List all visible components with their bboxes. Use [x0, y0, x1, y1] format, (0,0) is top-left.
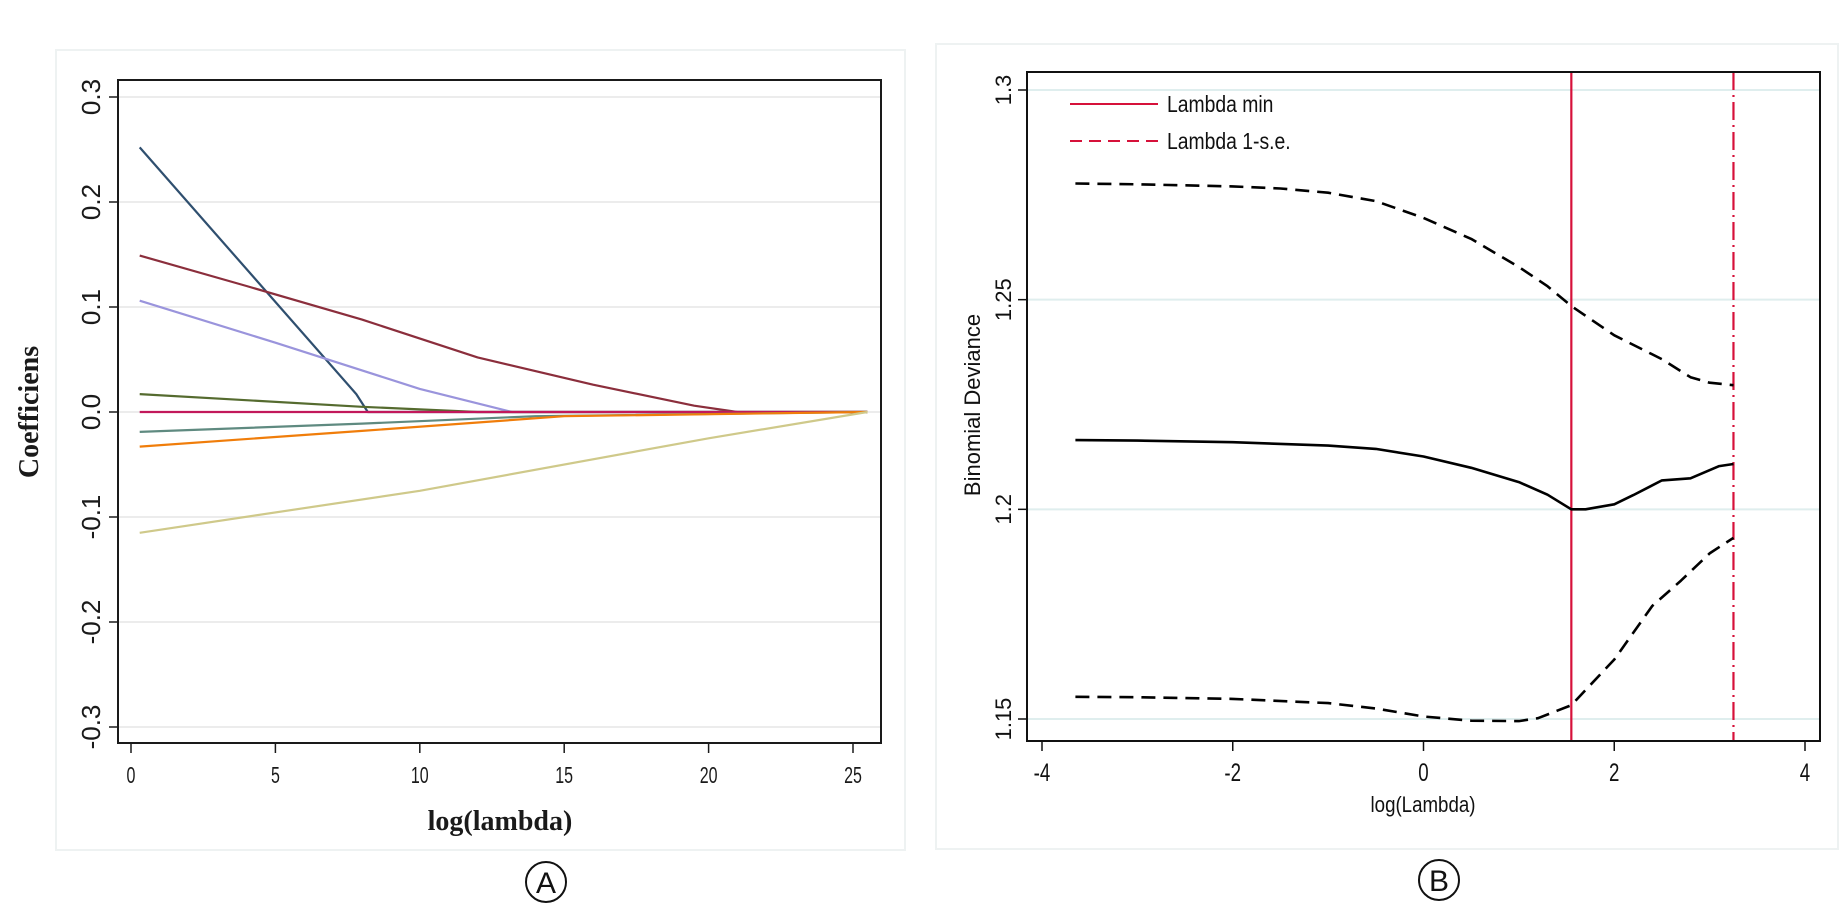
panel-b-y-tick-label: 1.25: [991, 278, 1016, 321]
panel-a-x-tick-label: 20: [700, 763, 718, 789]
panel-a-x-tick-label: 5: [271, 763, 280, 789]
panel-b-legend-label-1: Lambda min: [1167, 91, 1273, 117]
panel-b-y-axis-label: Binomial Deviance: [960, 314, 985, 496]
panel-b-x-tick-label: -4: [1034, 758, 1051, 786]
panel-a-x-tick-label: 15: [555, 763, 573, 789]
panel-a-background: [55, 49, 906, 851]
panel-a-y-tick-label: 0.1: [76, 289, 106, 325]
panel-b-x-tick-label: 4: [1800, 758, 1810, 786]
panel-b-background: [935, 43, 1839, 850]
panel-a-x-tick-label: 25: [844, 763, 862, 789]
panel-b-gridlines: [1027, 89, 1820, 720]
panel-a-y-tick-label: 0.3: [76, 79, 106, 115]
panel-b-y-tick-label: 1.15: [991, 698, 1016, 741]
panel-a-series: [138, 146, 868, 534]
panel-b-y-tick-label: 1.3: [991, 75, 1016, 106]
panel-a-y-tick-label: -0.2: [76, 600, 106, 645]
panel-label-b-circle: [1418, 859, 1460, 901]
panel-b-x-axis-label: log(Lambda): [1371, 794, 1476, 818]
panel-b-series-lower-se: [1075, 536, 1735, 723]
panel-b-series-upper-se: [1075, 182, 1734, 387]
panel-a-y-tick-label: 0.0: [76, 394, 106, 430]
panel-a-y-axis-label: Coefficiens: [14, 346, 45, 478]
panel-label-b: B: [1418, 859, 1460, 901]
panel-b: 1.15 1.2 1.25 1.3 -4 -2 0 2 4 Lambda min Lambda 1…: [935, 43, 1839, 850]
panel-a-x-tick-label: 10: [411, 763, 429, 789]
panel-a-series-coef-8: [139, 410, 868, 534]
panel-label-a-circle: [525, 861, 567, 903]
panel-b-x-tick-label: 2: [1609, 758, 1619, 786]
panel-b-legend-label-2: Lambda 1-s.e.: [1167, 128, 1291, 154]
panel-label-a-text: A: [536, 867, 556, 900]
panel-b-series-mean-deviance: [1075, 438, 1734, 511]
panel-a-y-tick-label: -0.1: [76, 495, 106, 540]
panel-a-y-tick-label: 0.2: [76, 184, 106, 220]
panel-a-y-tick-label: -0.3: [76, 705, 106, 750]
panel-a: -0.3 -0.2 -0.1 0.0 0.1 0.2 0.3 0 5 10 15 20 25 log(l…: [14, 49, 906, 851]
panel-b-legend: Lambda min Lambda 1-s.e.: [1070, 91, 1291, 154]
panel-b-x-tick-label: -2: [1224, 758, 1241, 786]
panel-a-x-axis-label: log(lambda): [428, 806, 573, 837]
panel-a-ticks: -0.3 -0.2 -0.1 0.0 0.1 0.2 0.3 0 5 10 15 20 25: [76, 79, 862, 789]
panel-b-x-tick-label: 0: [1418, 758, 1428, 786]
panel-b-series: [1075, 182, 1735, 723]
panel-b-ticks: 1.15 1.2 1.25 1.3 -4 -2 0 2 4: [991, 75, 1810, 787]
panel-a-x-tick-label: 0: [127, 763, 136, 789]
panel-a-series-coef-7: [139, 410, 868, 448]
panel-label-b-text: B: [1429, 865, 1449, 898]
panel-b-y-tick-label: 1.2: [991, 494, 1016, 525]
panel-label-a: A: [525, 861, 567, 903]
panel-b-lambda-lines: [1570, 72, 1735, 741]
